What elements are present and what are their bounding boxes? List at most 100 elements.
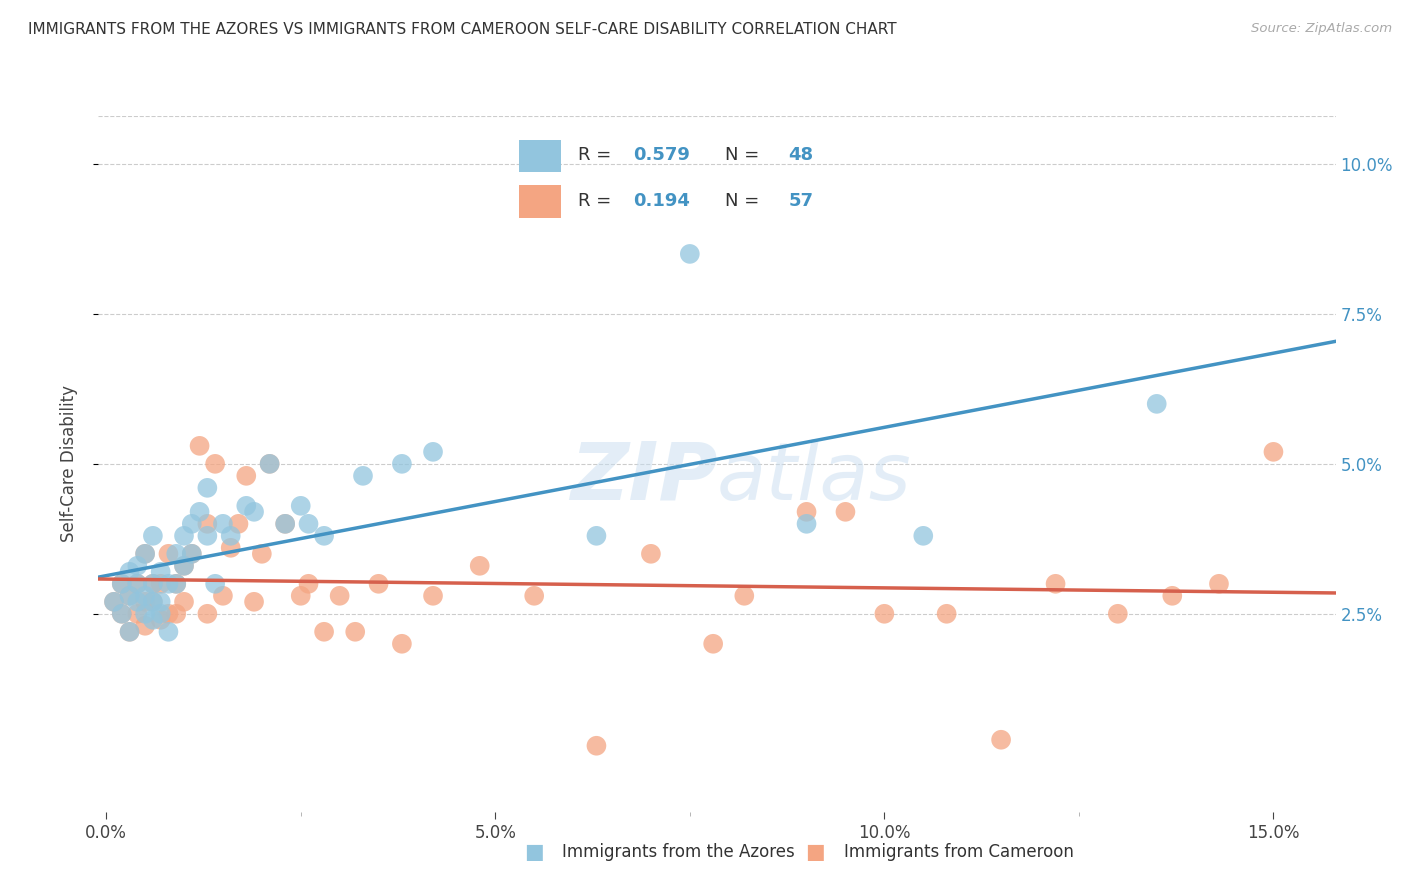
Point: [149, 576, 172, 591]
Point: [127, 576, 149, 591]
Y-axis label: Self-Care Disability: Self-Care Disability: [59, 385, 77, 542]
Point: [796, 505, 818, 519]
Point: [297, 576, 319, 591]
Point: [149, 613, 172, 627]
Text: 0.579: 0.579: [633, 146, 690, 164]
Point: [127, 558, 149, 573]
Text: R =: R =: [578, 192, 617, 210]
Point: [329, 589, 352, 603]
Point: [118, 624, 141, 639]
Point: [219, 529, 242, 543]
Text: N =: N =: [725, 146, 765, 164]
Point: [142, 595, 165, 609]
Point: [111, 576, 134, 591]
Point: [243, 595, 266, 609]
Point: [259, 457, 281, 471]
Point: [118, 565, 141, 579]
Point: [274, 516, 297, 531]
Point: [297, 516, 319, 531]
Point: [149, 595, 172, 609]
Point: [165, 576, 187, 591]
Point: [1161, 589, 1184, 603]
Point: [195, 529, 218, 543]
Point: [173, 558, 195, 573]
Point: [165, 576, 187, 591]
Point: [111, 576, 134, 591]
Point: [118, 624, 141, 639]
Point: [173, 529, 195, 543]
Point: [173, 558, 195, 573]
Point: [1208, 576, 1230, 591]
Point: [157, 576, 180, 591]
Text: ■: ■: [806, 842, 825, 862]
Point: [235, 468, 257, 483]
Point: [149, 607, 172, 621]
Point: [422, 445, 444, 459]
Point: [134, 547, 156, 561]
Text: ■: ■: [524, 842, 544, 862]
Point: [180, 516, 202, 531]
Point: [127, 576, 149, 591]
Point: [134, 619, 156, 633]
Point: [912, 529, 935, 543]
Point: [134, 547, 156, 561]
Point: [219, 541, 242, 555]
Point: [250, 547, 273, 561]
Point: [935, 607, 957, 621]
Text: ZIP: ZIP: [569, 439, 717, 516]
Point: [290, 589, 312, 603]
Point: [1146, 397, 1168, 411]
Point: [188, 505, 211, 519]
Point: [127, 595, 149, 609]
Point: [212, 516, 235, 531]
Text: R =: R =: [578, 146, 617, 164]
Point: [391, 637, 413, 651]
Point: [468, 558, 491, 573]
Point: [1107, 607, 1129, 621]
Point: [188, 439, 211, 453]
Point: [142, 576, 165, 591]
Point: [290, 499, 312, 513]
Point: [142, 595, 165, 609]
Point: [142, 576, 165, 591]
Bar: [519, 186, 561, 218]
Point: [165, 547, 187, 561]
Point: [157, 624, 180, 639]
Point: [367, 576, 389, 591]
Point: [195, 481, 218, 495]
Bar: [519, 140, 561, 172]
Point: [314, 624, 336, 639]
Point: [118, 589, 141, 603]
Text: 57: 57: [789, 192, 814, 210]
Point: [235, 499, 257, 513]
Point: [873, 607, 896, 621]
Point: [391, 457, 413, 471]
Text: 0.194: 0.194: [633, 192, 690, 210]
Point: [157, 547, 180, 561]
Point: [173, 595, 195, 609]
Point: [142, 529, 165, 543]
Point: [149, 565, 172, 579]
Point: [523, 589, 546, 603]
Point: [352, 468, 374, 483]
Point: [259, 457, 281, 471]
Point: [990, 732, 1012, 747]
Point: [103, 595, 125, 609]
Point: [314, 529, 336, 543]
Point: [733, 589, 755, 603]
Point: [204, 457, 226, 471]
Point: [111, 607, 134, 621]
Point: [228, 516, 250, 531]
Point: [103, 595, 125, 609]
Point: [142, 613, 165, 627]
Text: atlas: atlas: [717, 439, 912, 516]
Point: [1045, 576, 1067, 591]
Text: Immigrants from the Azores: Immigrants from the Azores: [562, 843, 796, 861]
Point: [195, 607, 218, 621]
Point: [243, 505, 266, 519]
Point: [679, 247, 702, 261]
Point: [157, 607, 180, 621]
Point: [134, 607, 156, 621]
Text: Source: ZipAtlas.com: Source: ZipAtlas.com: [1251, 22, 1392, 36]
Point: [344, 624, 367, 639]
